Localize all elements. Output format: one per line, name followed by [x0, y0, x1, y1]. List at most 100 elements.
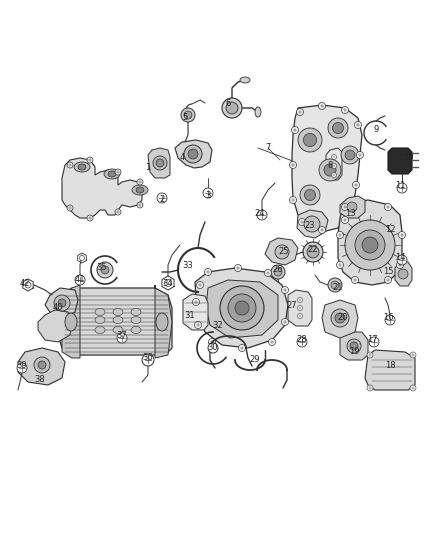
- Polygon shape: [288, 290, 312, 326]
- Circle shape: [397, 255, 407, 265]
- Circle shape: [75, 275, 85, 285]
- Text: 1: 1: [145, 164, 151, 173]
- Text: 16: 16: [383, 313, 393, 322]
- Text: 30: 30: [208, 343, 218, 352]
- Text: 41: 41: [75, 276, 85, 285]
- Text: 2: 2: [159, 196, 165, 205]
- Circle shape: [271, 265, 285, 279]
- Circle shape: [165, 279, 172, 287]
- Circle shape: [297, 297, 303, 303]
- Polygon shape: [322, 300, 358, 338]
- Circle shape: [184, 111, 192, 119]
- Polygon shape: [265, 238, 298, 265]
- Circle shape: [319, 159, 341, 181]
- Circle shape: [142, 354, 154, 366]
- Ellipse shape: [136, 187, 144, 193]
- Text: 18: 18: [385, 360, 396, 369]
- Ellipse shape: [113, 309, 123, 316]
- Circle shape: [362, 237, 378, 253]
- Circle shape: [332, 155, 336, 159]
- Circle shape: [117, 333, 127, 343]
- Circle shape: [304, 216, 320, 232]
- Polygon shape: [340, 196, 365, 218]
- Ellipse shape: [113, 317, 123, 324]
- Circle shape: [385, 277, 392, 284]
- Text: 8: 8: [327, 160, 333, 169]
- Circle shape: [282, 319, 289, 326]
- Text: 19: 19: [349, 348, 359, 357]
- Ellipse shape: [156, 313, 168, 331]
- Circle shape: [307, 246, 319, 258]
- Text: 38: 38: [35, 376, 46, 384]
- Circle shape: [367, 385, 373, 391]
- Circle shape: [347, 202, 357, 212]
- Circle shape: [332, 164, 336, 168]
- Circle shape: [67, 205, 73, 211]
- Text: 22: 22: [308, 246, 318, 254]
- Ellipse shape: [131, 309, 141, 316]
- Circle shape: [257, 210, 267, 220]
- Text: 28: 28: [297, 335, 307, 344]
- Polygon shape: [62, 285, 80, 358]
- Circle shape: [331, 309, 349, 327]
- Circle shape: [282, 287, 289, 294]
- Circle shape: [328, 278, 342, 292]
- Text: 12: 12: [385, 225, 395, 235]
- Circle shape: [34, 357, 50, 373]
- Text: 35: 35: [97, 263, 107, 272]
- Polygon shape: [155, 285, 172, 358]
- Circle shape: [137, 179, 143, 185]
- Circle shape: [354, 122, 361, 128]
- Ellipse shape: [108, 171, 116, 177]
- Circle shape: [274, 268, 282, 276]
- Circle shape: [369, 337, 379, 347]
- Text: 21: 21: [333, 284, 343, 293]
- Circle shape: [342, 216, 349, 223]
- Circle shape: [17, 363, 27, 373]
- Text: 10: 10: [403, 154, 413, 163]
- Text: 15: 15: [383, 268, 393, 277]
- Circle shape: [226, 102, 238, 114]
- Circle shape: [350, 342, 358, 350]
- Polygon shape: [38, 310, 72, 342]
- Circle shape: [97, 262, 113, 278]
- Circle shape: [194, 321, 201, 328]
- Circle shape: [303, 242, 323, 262]
- Circle shape: [235, 301, 249, 315]
- Text: 31: 31: [185, 311, 195, 319]
- Circle shape: [101, 266, 109, 274]
- Text: 36: 36: [143, 353, 153, 362]
- Circle shape: [234, 264, 241, 271]
- Polygon shape: [206, 280, 278, 338]
- Ellipse shape: [95, 327, 105, 334]
- Circle shape: [328, 118, 348, 138]
- Circle shape: [192, 298, 199, 305]
- Circle shape: [347, 339, 361, 353]
- Circle shape: [342, 107, 349, 114]
- Circle shape: [332, 123, 343, 133]
- Text: 20: 20: [338, 313, 348, 322]
- Circle shape: [297, 305, 303, 311]
- Text: 9: 9: [373, 125, 378, 134]
- Ellipse shape: [65, 313, 77, 331]
- Circle shape: [268, 338, 276, 345]
- Circle shape: [265, 270, 272, 277]
- Circle shape: [297, 337, 307, 347]
- Circle shape: [299, 219, 305, 225]
- Circle shape: [398, 269, 408, 279]
- Circle shape: [188, 149, 198, 159]
- Circle shape: [228, 294, 256, 322]
- Text: 25: 25: [279, 247, 289, 256]
- Circle shape: [67, 162, 73, 168]
- Circle shape: [332, 173, 336, 177]
- Circle shape: [336, 262, 343, 269]
- Polygon shape: [62, 158, 142, 218]
- Text: 14: 14: [395, 254, 405, 262]
- Polygon shape: [297, 210, 328, 238]
- Circle shape: [197, 281, 204, 288]
- Circle shape: [222, 98, 242, 118]
- Ellipse shape: [240, 77, 250, 83]
- Circle shape: [300, 185, 320, 205]
- Circle shape: [399, 231, 406, 238]
- Polygon shape: [338, 200, 402, 285]
